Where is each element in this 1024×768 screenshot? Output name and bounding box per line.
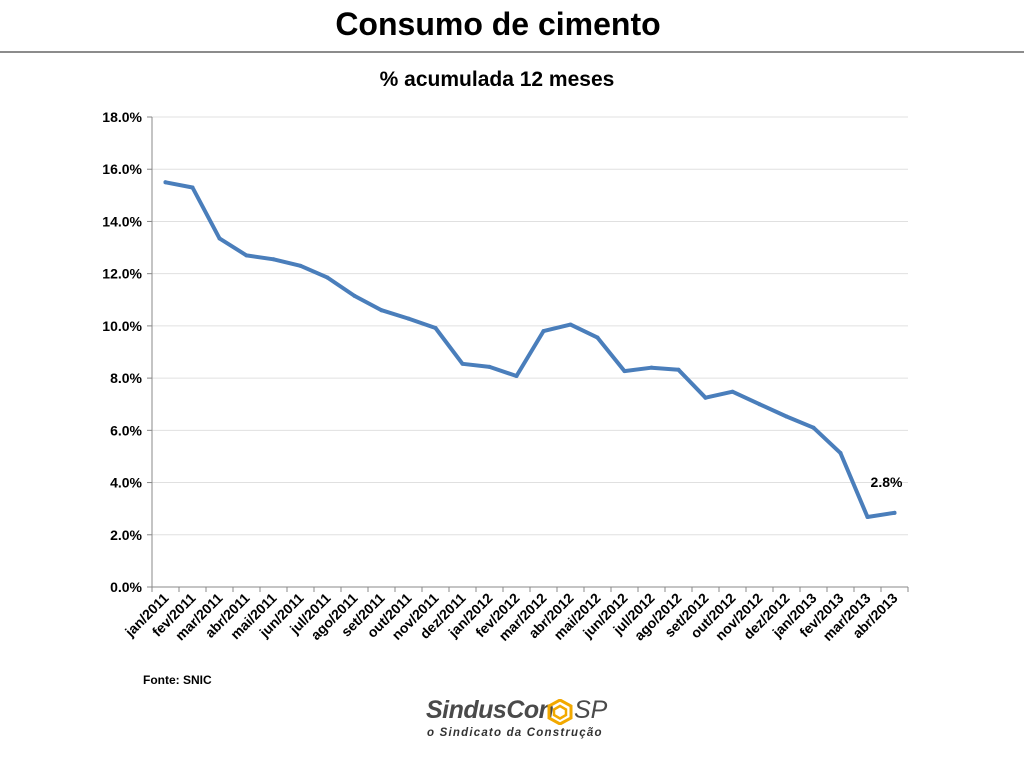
data-point bbox=[433, 325, 438, 330]
slide-title: Consumo de cimento bbox=[335, 6, 661, 42]
data-point bbox=[784, 414, 789, 419]
line-chart: % acumulada 12 meses 0.0% 2.0% 4.0% 6.0% 8.0… bbox=[102, 68, 909, 644]
grid-lines bbox=[152, 116, 908, 536]
data-point bbox=[217, 236, 222, 241]
data-point bbox=[622, 369, 627, 374]
y-tick-label: 18.0% bbox=[102, 109, 142, 125]
source-note: Fonte: SNIC bbox=[143, 673, 212, 687]
data-label: 2.8% bbox=[871, 474, 903, 490]
y-tick-label: 16.0% bbox=[102, 161, 142, 177]
logo-tagline: o Sindicato da Construção bbox=[427, 727, 603, 739]
y-tick-label: 4.0% bbox=[110, 475, 142, 491]
y-tick-label: 0.0% bbox=[110, 579, 142, 595]
data-point bbox=[757, 402, 762, 407]
logo-name: SindusCon bbox=[426, 696, 554, 724]
series-layer bbox=[163, 180, 897, 520]
data-point bbox=[676, 367, 681, 372]
y-tick-label: 8.0% bbox=[110, 370, 142, 386]
y-axis-tick-labels: 0.0% 2.0% 4.0% 6.0% 8.0% 10.0% 12.0% 14.0% 16.0%… bbox=[102, 109, 142, 595]
data-point bbox=[892, 510, 897, 515]
title-divider bbox=[0, 51, 1024, 53]
chart-container: % acumulada 12 meses 0.0% 2.0% 4.0% 6.0% 8.0… bbox=[0, 60, 1024, 680]
data-point bbox=[541, 329, 546, 334]
data-point bbox=[514, 374, 519, 379]
data-point bbox=[163, 180, 168, 185]
annotations: 2.8% bbox=[871, 474, 903, 490]
logo-mark-icon bbox=[547, 699, 573, 725]
y-tick-label: 14.0% bbox=[102, 213, 142, 229]
data-point bbox=[460, 361, 465, 366]
data-point bbox=[649, 365, 654, 370]
data-point bbox=[244, 253, 249, 258]
data-point bbox=[838, 451, 843, 456]
data-point bbox=[730, 389, 735, 394]
data-point bbox=[568, 322, 573, 327]
logo-suffix: SP bbox=[574, 696, 608, 724]
y-tick-label: 10.0% bbox=[102, 318, 142, 334]
data-point bbox=[190, 185, 195, 190]
series-line bbox=[163, 180, 897, 519]
data-point bbox=[487, 364, 492, 369]
data-point bbox=[865, 515, 870, 520]
data-point bbox=[352, 293, 357, 298]
y-tick-label: 2.0% bbox=[110, 527, 142, 543]
y-tick-label: 12.0% bbox=[102, 266, 142, 282]
data-point bbox=[271, 257, 276, 262]
data-point bbox=[406, 316, 411, 321]
data-point bbox=[298, 263, 303, 268]
data-point bbox=[595, 335, 600, 340]
data-point bbox=[703, 395, 708, 400]
y-tick-label: 6.0% bbox=[110, 422, 142, 438]
data-point bbox=[811, 425, 816, 430]
axes bbox=[147, 116, 909, 592]
chart-title: % acumulada 12 meses bbox=[380, 68, 615, 91]
data-point bbox=[325, 275, 330, 280]
x-axis-tick-labels: jan/2011fev/2011mar/2011abr/2011mai/2011… bbox=[121, 590, 901, 644]
data-point bbox=[379, 308, 384, 313]
sinduscon-logo: SindusCon SP o Sindicato da Construção bbox=[426, 696, 608, 746]
